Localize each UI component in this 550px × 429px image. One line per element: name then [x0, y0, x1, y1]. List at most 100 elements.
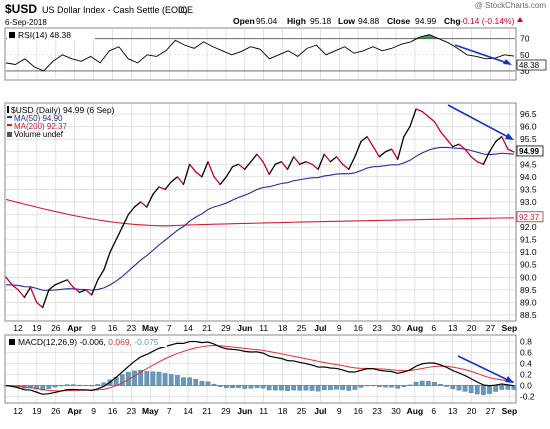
ma200-legend-label: MA(200) 92.37: [14, 122, 67, 131]
x-tick-label-bottom: 19: [32, 406, 42, 416]
macd-histogram-bar: [315, 385, 321, 392]
macd-legend-signal: 0.069,: [108, 337, 132, 347]
macd-y-tick-label: -0.2: [520, 392, 535, 402]
price-trendline: [447, 104, 511, 139]
price-segment: [293, 156, 301, 165]
x-tick-label: 16: [108, 323, 118, 333]
price-y-tick-label: 89.0: [520, 297, 537, 307]
macd-legend-bg: [7, 336, 167, 347]
price-segment: [78, 289, 87, 294]
macd-histogram-bar: [309, 385, 315, 391]
price-segment: [201, 161, 209, 178]
price-y-tick-label: 90.5: [520, 260, 537, 270]
price-segment: [305, 161, 313, 165]
macd-histogram-bar: [193, 378, 199, 386]
macd-line: [5, 340, 515, 395]
x-tick-label: Jun: [237, 323, 252, 333]
rsi-legend: RSI(14) 48.38: [18, 30, 71, 40]
x-tick-label: 23: [372, 323, 382, 333]
macd-histogram: [3, 370, 517, 395]
price-segment: [311, 163, 319, 170]
price-segment: [299, 161, 307, 165]
x-tick-label-bottom: 13: [448, 406, 458, 416]
x-tick-label-bottom: 11: [259, 406, 268, 416]
price-segment: [84, 289, 93, 296]
price-segment: [188, 163, 197, 173]
price-segment: [35, 301, 44, 309]
price-segment: [250, 153, 258, 163]
price-segment: [507, 148, 515, 153]
x-tick-label-bottom: 23: [127, 406, 137, 416]
macd-histogram-bar: [144, 371, 150, 386]
price-segment: [66, 279, 74, 288]
price-y-tick-label: 96.5: [520, 109, 537, 119]
price-segment: [29, 286, 38, 304]
price-segment: [109, 238, 117, 253]
x-tick-label: 18: [278, 323, 288, 333]
macd-histogram-bar: [474, 385, 480, 395]
rsi-legend-swatch: [9, 32, 15, 38]
rsi-last-box: [516, 59, 547, 71]
macd-legend-value: -0.006,: [79, 337, 105, 347]
macd-legend: MACD(12,26,9) -0.006, 0.069, -0.075: [18, 337, 159, 347]
price-segment: [195, 171, 203, 178]
low-value: 94.88: [358, 16, 380, 26]
x-tick-label: 30: [391, 323, 401, 333]
price-y-tick-label: 94.0: [520, 172, 537, 182]
macd-histogram-bar: [254, 385, 260, 388]
price-segment: [280, 161, 289, 170]
x-tick-label: 6: [431, 323, 436, 333]
x-tick-label: May: [142, 323, 159, 333]
rsi-panel: RSI(14) 48.38 70 50 30 48.38: [4, 27, 547, 81]
macd-histogram-bar: [242, 385, 248, 389]
x-tick-label-bottom: 7: [167, 406, 172, 416]
price-y-tick-label: 93.0: [520, 197, 537, 207]
price-segment: [348, 156, 356, 170]
x-tick-label: 29: [221, 323, 231, 333]
x-tick-label-bottom: May: [142, 406, 159, 416]
macd-y-tick-label: 0.4: [520, 359, 532, 369]
price-segment: [146, 193, 154, 208]
macd-histogram-bar: [187, 377, 192, 386]
macd-legend-hist: -0.075: [134, 337, 158, 347]
price-segment: [329, 156, 338, 163]
price-y-tick-label: 96.0: [520, 122, 537, 132]
price-segment: [5, 276, 13, 286]
x-tick-label: 25: [297, 323, 307, 333]
open-label: Open: [233, 16, 255, 26]
price-segment: [133, 201, 142, 208]
macd-histogram-bar: [328, 385, 333, 391]
x-tick-label-bottom: 9: [91, 406, 96, 416]
ma200-price-label: 92.37: [519, 213, 540, 222]
price-segment: [286, 156, 295, 170]
price-y-tick-label: 94.5: [520, 159, 537, 169]
price-segment: [140, 201, 148, 208]
price-legend-label: $USD (Daily) 94.99 (6 Sep): [11, 105, 115, 115]
x-tick-label: Apr: [67, 323, 82, 333]
price-segment: [409, 108, 417, 128]
price-segment: [397, 136, 405, 160]
price-legend: $USD (Daily) 94.99 (6 Sep) MA(50) 94.90 …: [7, 105, 115, 139]
macd-histogram-bar: [223, 385, 229, 389]
macd-histogram-bar: [340, 385, 345, 390]
high-value: 95.18: [310, 16, 332, 26]
macd-y-axis: 0.80.60.40.20.0-0.2: [520, 337, 535, 402]
price-segment: [176, 176, 185, 186]
price-segment: [341, 163, 350, 170]
macd-y-tick-label: 0.0: [520, 381, 532, 391]
x-tick-label: 11: [259, 323, 268, 333]
x-tick-label: 27: [486, 323, 496, 333]
x-tick-label-bottom: 23: [372, 406, 382, 416]
x-tick-label-bottom: 29: [221, 406, 231, 416]
price-segment: [225, 166, 234, 178]
price-segment: [17, 289, 26, 299]
price-segment: [237, 163, 246, 170]
price-segment: [11, 284, 19, 291]
macd-histogram-bar: [487, 385, 492, 394]
macd-histogram-bar: [499, 385, 505, 390]
macd-histogram-bar: [272, 385, 278, 391]
x-tick-label-bottom: 16: [108, 406, 118, 416]
price-segment: [152, 186, 160, 196]
macd-histogram-bar: [46, 385, 52, 389]
price-segment: [72, 286, 81, 294]
